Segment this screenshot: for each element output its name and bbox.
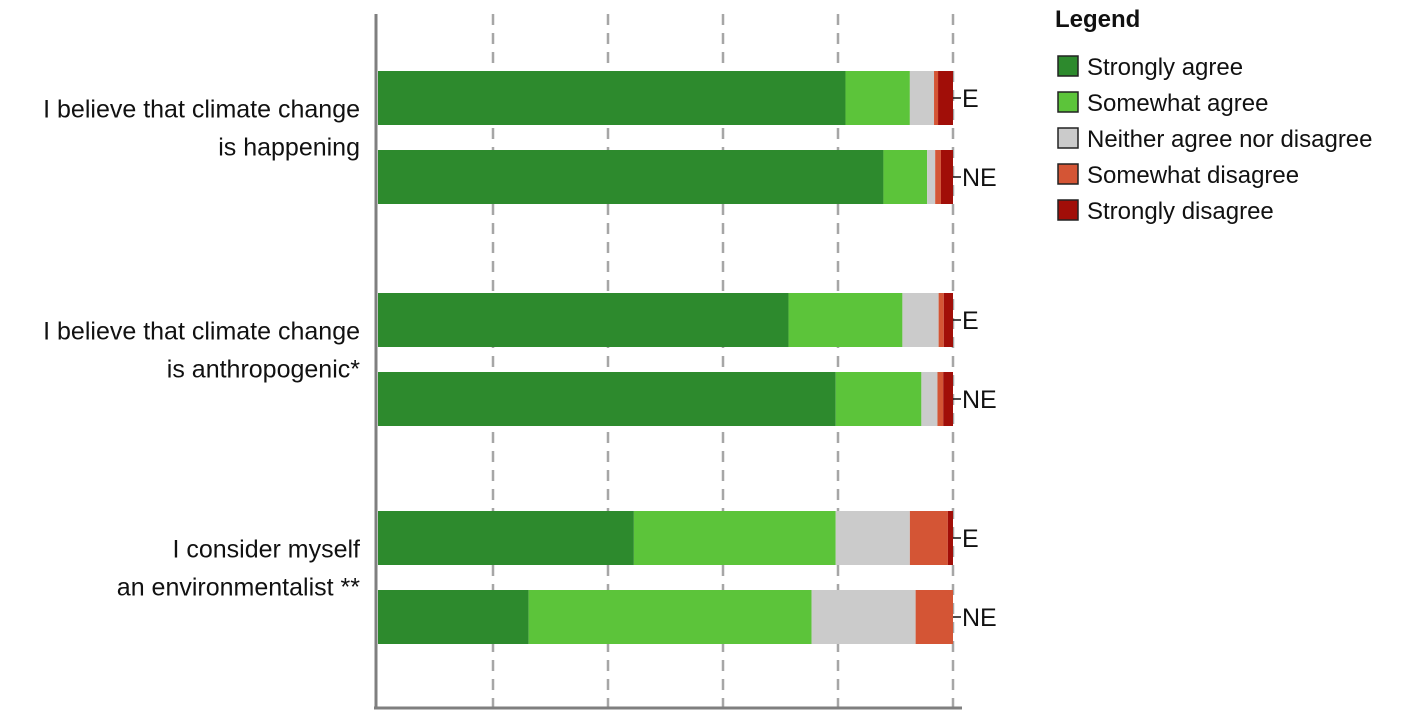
bar-label: NE	[962, 164, 997, 192]
bar-segment-somewhat-agree	[528, 590, 812, 644]
bar-segment-somewhat-agree	[845, 71, 910, 125]
category-label: I believe that climate change	[43, 96, 360, 124]
legend-title: Legend	[1055, 6, 1140, 33]
bar-segment-strongly-agree	[378, 150, 884, 204]
bar-segment-somewhat-disagree	[938, 293, 944, 347]
legend: Legend Strongly agree Somewhat agree Neithe…	[1055, 6, 1373, 225]
bar-label: NE	[962, 604, 997, 632]
bar-segment-strongly-disagree	[943, 372, 953, 426]
bar-segment-neither-agree-nor-disagree	[909, 71, 935, 125]
bar-segment-somewhat-disagree	[915, 590, 953, 644]
bar-label: E	[962, 525, 979, 553]
category-labels: E NE I believe that climate change is happe…	[43, 85, 997, 632]
bar-segment-somewhat-disagree	[935, 150, 941, 204]
bar-segment-neither-agree-nor-disagree	[921, 372, 938, 426]
bar-segment-strongly-disagree	[938, 71, 953, 125]
bar-segment-somewhat-agree	[835, 372, 922, 426]
bar-segment-somewhat-agree	[883, 150, 928, 204]
bar-segment-neither-agree-nor-disagree	[902, 293, 939, 347]
bar-segment-strongly-disagree	[947, 511, 953, 565]
legend-label: Somewhat disagree	[1087, 162, 1299, 189]
bar-segment-somewhat-disagree	[937, 372, 944, 426]
bar-segment-neither-agree-nor-disagree	[835, 511, 910, 565]
category-label: an environmentalist **	[117, 574, 360, 602]
legend-swatch	[1057, 91, 1079, 113]
legend-label: Somewhat agree	[1087, 90, 1268, 117]
legend-label: Strongly agree	[1087, 54, 1243, 81]
category-label: I believe that climate change	[43, 318, 360, 346]
bar-label: E	[962, 307, 979, 335]
bar-segment-strongly-agree	[378, 293, 789, 347]
legend-swatch	[1057, 163, 1079, 185]
axes	[374, 14, 962, 710]
bar-segment-strongly-disagree	[943, 293, 953, 347]
bar-segment-somewhat-disagree	[909, 511, 948, 565]
bar-label: E	[962, 85, 979, 113]
bar-segment-strongly-agree	[378, 511, 634, 565]
bar-segment-strongly-agree	[378, 372, 836, 426]
bar-segment-somewhat-disagree	[934, 71, 939, 125]
category-label: I consider myself	[172, 536, 360, 564]
bar-label: NE	[962, 386, 997, 414]
legend-label: Neither agree nor disagree	[1087, 126, 1373, 153]
bar-segment-somewhat-agree	[633, 511, 836, 565]
category-label: is anthropogenic*	[167, 356, 360, 384]
legend-swatch	[1057, 199, 1079, 221]
legend-swatch	[1057, 55, 1079, 77]
legend-swatch	[1057, 127, 1079, 149]
bar-segment-strongly-agree	[378, 71, 846, 125]
bar-segment-strongly-agree	[378, 590, 529, 644]
category-label: is happening	[218, 134, 360, 162]
bar-segment-neither-agree-nor-disagree	[811, 590, 916, 644]
bar-segment-neither-agree-nor-disagree	[927, 150, 936, 204]
legend-label: Strongly disagree	[1087, 198, 1274, 225]
bar-segment-somewhat-agree	[788, 293, 903, 347]
bar-segment-strongly-disagree	[940, 150, 953, 204]
bars	[378, 71, 953, 644]
